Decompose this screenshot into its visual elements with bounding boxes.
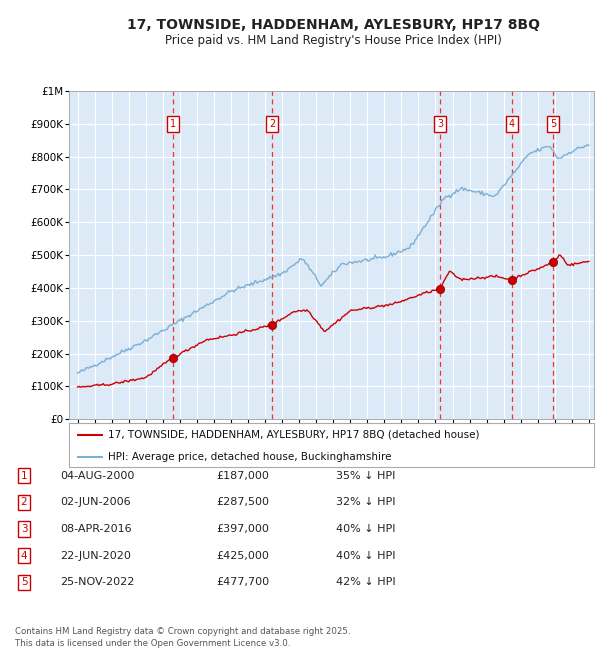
Text: 42% ↓ HPI: 42% ↓ HPI [336,577,395,588]
Text: 4: 4 [20,551,28,561]
Text: This data is licensed under the Open Government Licence v3.0.: This data is licensed under the Open Gov… [15,639,290,648]
Text: 04-AUG-2000: 04-AUG-2000 [60,471,134,481]
Text: 3: 3 [437,119,443,129]
Text: £397,000: £397,000 [216,524,269,534]
Text: £187,000: £187,000 [216,471,269,481]
Text: 02-JUN-2006: 02-JUN-2006 [60,497,131,508]
Text: 08-APR-2016: 08-APR-2016 [60,524,131,534]
Text: 3: 3 [20,524,28,534]
Text: 2: 2 [269,119,275,129]
Text: 1: 1 [170,119,176,129]
Text: 2: 2 [20,497,28,508]
Text: 25-NOV-2022: 25-NOV-2022 [60,577,134,588]
Text: Contains HM Land Registry data © Crown copyright and database right 2025.: Contains HM Land Registry data © Crown c… [15,627,350,636]
Text: 32% ↓ HPI: 32% ↓ HPI [336,497,395,508]
Text: 40% ↓ HPI: 40% ↓ HPI [336,524,395,534]
Text: 17, TOWNSIDE, HADDENHAM, AYLESBURY, HP17 8BQ (detached house): 17, TOWNSIDE, HADDENHAM, AYLESBURY, HP17… [109,430,480,440]
Text: Price paid vs. HM Land Registry's House Price Index (HPI): Price paid vs. HM Land Registry's House … [164,34,502,47]
Text: 5: 5 [20,577,28,588]
Text: 40% ↓ HPI: 40% ↓ HPI [336,551,395,561]
Text: 22-JUN-2020: 22-JUN-2020 [60,551,131,561]
Text: £477,700: £477,700 [216,577,269,588]
Text: £425,000: £425,000 [216,551,269,561]
Text: 4: 4 [509,119,515,129]
Text: 1: 1 [20,471,28,481]
Text: 5: 5 [550,119,556,129]
Text: HPI: Average price, detached house, Buckinghamshire: HPI: Average price, detached house, Buck… [109,452,392,462]
Text: 17, TOWNSIDE, HADDENHAM, AYLESBURY, HP17 8BQ: 17, TOWNSIDE, HADDENHAM, AYLESBURY, HP17… [127,18,539,32]
Text: £287,500: £287,500 [216,497,269,508]
Text: 35% ↓ HPI: 35% ↓ HPI [336,471,395,481]
